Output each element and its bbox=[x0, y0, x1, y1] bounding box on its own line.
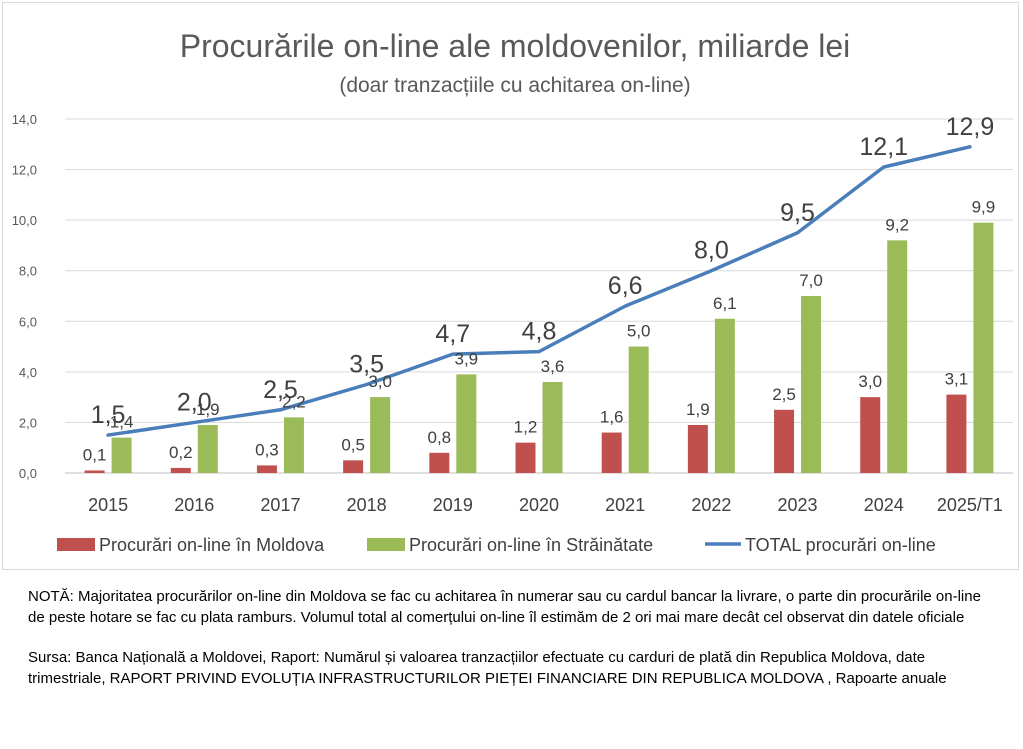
bar-strainatate bbox=[714, 318, 735, 473]
y-axis-ticks: 0,0 2,0 4,0 6,0 8,0 10,0 12,0 14,0 bbox=[12, 112, 37, 481]
data-label-moldova: 0,8 bbox=[427, 428, 451, 447]
data-label-total: 6,6 bbox=[608, 272, 643, 300]
data-label-strainatate: 7,0 bbox=[799, 271, 823, 290]
x-category-label: 2016 bbox=[174, 495, 214, 515]
x-category-label: 2023 bbox=[778, 495, 818, 515]
legend-swatch-moldova bbox=[57, 538, 95, 551]
data-label-total: 4,7 bbox=[435, 320, 470, 348]
bar-moldova bbox=[601, 432, 622, 473]
data-label-moldova: 0,2 bbox=[169, 443, 193, 462]
bar-strainatate bbox=[973, 222, 994, 473]
data-label-strainatate: 3,9 bbox=[454, 349, 478, 368]
y-tick-label: 12,0 bbox=[12, 163, 37, 178]
chart: Procurările on-line ale moldovenilor, mi… bbox=[12, 28, 1013, 555]
data-label-strainatate: 1,9 bbox=[196, 400, 220, 419]
x-category-label: 2015 bbox=[88, 495, 128, 515]
x-category-label: 2021 bbox=[605, 495, 645, 515]
x-category-label: 2024 bbox=[864, 495, 904, 515]
chart-frame: Procurările on-line ale moldovenilor, mi… bbox=[2, 2, 1019, 570]
bar-moldova bbox=[429, 452, 450, 473]
data-label-total: 8,0 bbox=[694, 237, 729, 265]
data-label-strainatate: 3,6 bbox=[541, 357, 565, 376]
data-label-moldova: 3,0 bbox=[858, 372, 882, 391]
bar-moldova bbox=[343, 460, 364, 473]
data-label-strainatate: 9,2 bbox=[885, 215, 909, 234]
bar-strainatate bbox=[111, 437, 132, 473]
bar-moldova bbox=[170, 467, 191, 473]
notes: NOTĂ: Majoritatea procurărilor on-line d… bbox=[28, 586, 988, 708]
total-line-path bbox=[106, 145, 972, 437]
bar-strainatate bbox=[801, 296, 822, 473]
data-label-moldova: 2,5 bbox=[772, 385, 796, 404]
y-tick-label: 8,0 bbox=[19, 264, 37, 279]
y-tick-label: 6,0 bbox=[19, 314, 37, 329]
data-label-total: 2,5 bbox=[263, 376, 298, 404]
bar-strainatate bbox=[456, 374, 477, 473]
data-label-moldova: 1,9 bbox=[686, 400, 710, 419]
bar-moldova bbox=[860, 397, 881, 473]
data-label-total: 4,8 bbox=[522, 318, 557, 346]
source-text: Sursa: Banca Națională a Moldovei, Rapor… bbox=[28, 649, 947, 687]
y-tick-label: 4,0 bbox=[19, 365, 37, 380]
data-label-total: 1,5 bbox=[91, 401, 126, 429]
x-category-label: 2020 bbox=[519, 495, 559, 515]
bar-strainatate bbox=[370, 397, 391, 473]
x-category-label: 2019 bbox=[433, 495, 473, 515]
bar-strainatate bbox=[197, 424, 218, 473]
legend-label-moldova: Procurări on-line în Moldova bbox=[99, 535, 325, 555]
x-category-label: 2017 bbox=[260, 495, 300, 515]
data-label-moldova: 0,1 bbox=[83, 445, 107, 464]
bar-strainatate bbox=[542, 381, 563, 473]
bar-moldova bbox=[946, 394, 967, 473]
chart-title: Procurările on-line ale moldovenilor, mi… bbox=[180, 28, 851, 64]
x-category-label: 2022 bbox=[691, 495, 731, 515]
data-label-strainatate: 6,1 bbox=[713, 294, 737, 313]
bar-moldova bbox=[774, 409, 795, 473]
data-labels: 0,1 0,2 0,3 0,5 0,81,21,6 1,92,53,0 3,11,41,9 2… bbox=[83, 113, 995, 465]
bar-strainatate bbox=[283, 417, 304, 473]
bar-moldova bbox=[84, 470, 105, 473]
bar-moldova bbox=[256, 465, 277, 473]
x-axis-categories: 2015 2016 2017 2018 2019 2020 2021 2022 2023 2024… bbox=[88, 495, 1003, 515]
note-text: NOTĂ: Majoritatea procurărilor on-line d… bbox=[28, 588, 981, 626]
data-label-moldova: 1,2 bbox=[514, 418, 538, 437]
bar-strainatate bbox=[887, 240, 908, 473]
data-label-strainatate: 9,9 bbox=[972, 198, 996, 217]
bar-moldova bbox=[687, 424, 708, 473]
data-label-moldova: 0,3 bbox=[255, 440, 279, 459]
y-tick-label: 10,0 bbox=[12, 213, 37, 228]
x-category-label: 2018 bbox=[347, 495, 387, 515]
x-category-label: 2025/T1 bbox=[937, 495, 1003, 515]
data-label-strainatate: 2,2 bbox=[282, 392, 306, 411]
y-tick-label: 2,0 bbox=[19, 415, 37, 430]
y-tick-label: 14,0 bbox=[12, 112, 37, 127]
bar-strainatate bbox=[628, 346, 649, 473]
y-tick-label: 0,0 bbox=[19, 466, 37, 481]
legend-swatch-strainatate bbox=[367, 538, 405, 551]
grid-lines bbox=[65, 118, 1013, 474]
data-label-moldova: 1,6 bbox=[600, 408, 624, 427]
data-label-strainatate: 3,0 bbox=[368, 372, 392, 391]
data-label-total: 2,0 bbox=[177, 388, 212, 416]
data-label-total: 9,5 bbox=[780, 199, 815, 227]
data-label-moldova: 0,5 bbox=[341, 435, 365, 454]
data-label-total: 12,9 bbox=[946, 113, 995, 141]
data-label-moldova: 3,1 bbox=[945, 370, 969, 389]
data-label-total: 12,1 bbox=[859, 133, 908, 161]
chart-subtitle: (doar tranzacțiile cu achitarea on-line) bbox=[339, 74, 690, 97]
legend: Procurări on-line în Moldova Procurări o… bbox=[57, 535, 936, 555]
bar-moldova bbox=[515, 442, 536, 473]
data-label-strainatate: 1,4 bbox=[110, 413, 134, 432]
data-label-strainatate: 5,0 bbox=[627, 322, 651, 341]
legend-label-strainatate: Procurări on-line în Străinătate bbox=[409, 535, 653, 555]
legend-label-total: TOTAL procurări on-line bbox=[745, 535, 936, 555]
bars bbox=[84, 222, 994, 473]
total-line bbox=[106, 145, 972, 437]
data-label-total: 3,5 bbox=[349, 351, 384, 379]
